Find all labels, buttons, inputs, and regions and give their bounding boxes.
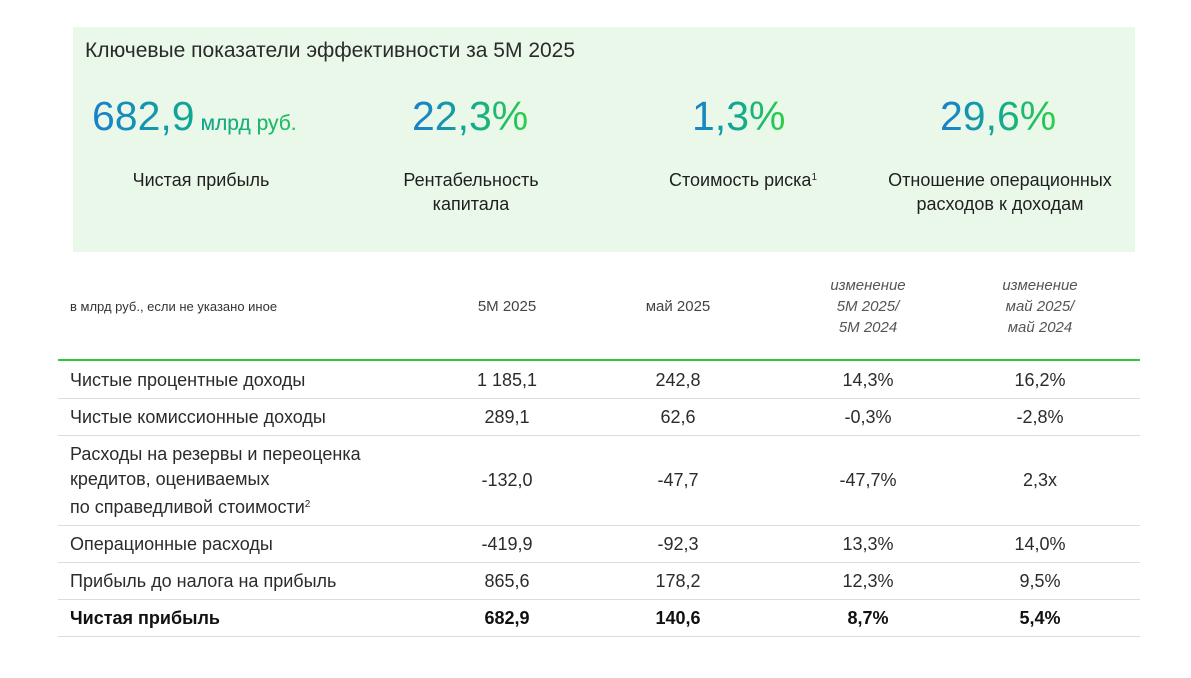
column-header-change-may: изменение май 2025/ май 2024 — [960, 275, 1120, 338]
cell-change-may: -2,8% — [1016, 407, 1064, 427]
kpi-label-roe-line1: Рентабельность — [403, 170, 539, 190]
cell-5m-2025: 1 185,1 — [476, 370, 538, 390]
kpi-title: Ключевые показатели эффективности за 5М … — [85, 39, 576, 62]
column-header-5m-2025: 5М 2025 — [477, 298, 537, 315]
row-label-line3-text: по справедливой стоимости — [70, 497, 305, 517]
cell-change-may: 9,5% — [1019, 571, 1061, 591]
column-header-change-may-line2: май 2025/ — [1005, 298, 1075, 315]
row-label: Чистые комиссионные доходы — [70, 407, 326, 427]
cell-change-may: 14,0% — [1014, 534, 1066, 554]
column-header-change-5m-line2: 5М 2025/ — [836, 298, 900, 315]
kpi-label-roe-line2: капитала — [432, 194, 510, 214]
cell-may-2025: -92,3 — [657, 534, 699, 554]
row-label: Операционные расходы — [70, 534, 273, 554]
table-note: в млрд руб., если не указано иное — [70, 299, 278, 314]
cell-may-2025: 62,6 — [660, 407, 696, 427]
column-header-change-may-line3: май 2024 — [1007, 319, 1073, 336]
kpi-value-cir: 29,6% — [940, 93, 1057, 139]
cell-change-5m: 8,7% — [847, 608, 889, 628]
cell-change-may: 5,4% — [1019, 608, 1061, 628]
cell-5m-2025: 682,9 — [484, 608, 530, 628]
cell-may-2025: 140,6 — [655, 608, 701, 628]
cell-change-may: 2,3x — [1022, 470, 1058, 490]
table-row: Чистые комиссионные доходы 289,1 62,6 -0… — [58, 399, 1140, 436]
cell-5m-2025: -132,0 — [481, 470, 533, 490]
kpi-unit: млрд руб. — [200, 112, 297, 135]
cell-5m-2025: -419,9 — [481, 534, 533, 554]
row-label: Чистые процентные доходы — [70, 370, 306, 390]
header-divider — [58, 359, 1140, 361]
column-header-change-5m-line3: 5М 2024 — [838, 319, 898, 336]
kpi-value-net-profit: 682,9 млрд руб. — [92, 91, 297, 149]
table-row: Прибыль до налога на прибыль 865,6 178,2… — [58, 563, 1140, 600]
cell-may-2025: 242,8 — [655, 370, 701, 390]
cell-may-2025: 178,2 — [655, 571, 701, 591]
kpi-value-roe: 22,3% — [412, 93, 529, 139]
cell-change-5m: 13,3% — [842, 534, 894, 554]
kpi-label-cir-line2: расходов к доходам — [916, 194, 1084, 214]
column-header-change-5m-line1: изменение — [830, 277, 906, 294]
kpi-label-net-profit: Чистая прибыль — [132, 170, 270, 190]
cell-change-5m: -47,7% — [839, 470, 897, 490]
footnote-marker-2: 2 — [304, 499, 311, 510]
row-label-line1: Расходы на резервы и переоценка — [70, 444, 361, 464]
table-row: Чистые процентные доходы 1 185,1 242,8 1… — [58, 361, 1140, 399]
kpi-label-cir-line1: Отношение операционных — [888, 170, 1112, 190]
cell-5m-2025: 289,1 — [484, 407, 530, 427]
row-label: Прибыль до налога на прибыль — [70, 571, 337, 591]
kpi-value-cost-of-risk: 1,3% — [692, 93, 786, 139]
column-header-change-may-line1: изменение — [1002, 277, 1078, 294]
cell-5m-2025: 865,6 — [484, 571, 530, 591]
footnote-marker-1: 1 — [811, 172, 818, 183]
column-header-change-5m: изменение 5М 2025/ 5М 2024 — [788, 275, 948, 338]
kpi-panel: Ключевые показатели эффективности за 5М … — [73, 27, 1135, 252]
kpi-label-cost-of-risk: Стоимость риска1 — [643, 168, 843, 192]
row-label: Чистая прибыль — [70, 608, 220, 628]
kpi-label-cost-of-risk-text: Стоимость риска — [668, 170, 812, 190]
kpi-value-net-profit-number: 682,9 — [92, 93, 195, 139]
row-label-line3: по справедливой стоимости2 — [70, 494, 310, 520]
table-row: Расходы на резервы и переоценка кредитов… — [58, 436, 1140, 526]
cell-change-5m: -0,3% — [844, 407, 892, 427]
kpi-label-cir: Отношение операционных расходов к дохода… — [870, 168, 1130, 216]
column-header-may-2025: май 2025 — [645, 298, 711, 315]
cell-may-2025: -47,7 — [657, 470, 699, 490]
table-row: Операционные расходы -419,9 -92,3 13,3% … — [58, 526, 1140, 563]
cell-change-may: 16,2% — [1014, 370, 1066, 390]
row-label-line2: кредитов, оцениваемых — [70, 469, 270, 489]
cell-change-5m: 14,3% — [842, 370, 894, 390]
kpi-label-roe: Рентабельность капитала — [371, 168, 571, 216]
cell-change-5m: 12,3% — [842, 571, 894, 591]
table-row-total: Чистая прибыль 682,9 140,6 8,7% 5,4% — [58, 600, 1140, 637]
